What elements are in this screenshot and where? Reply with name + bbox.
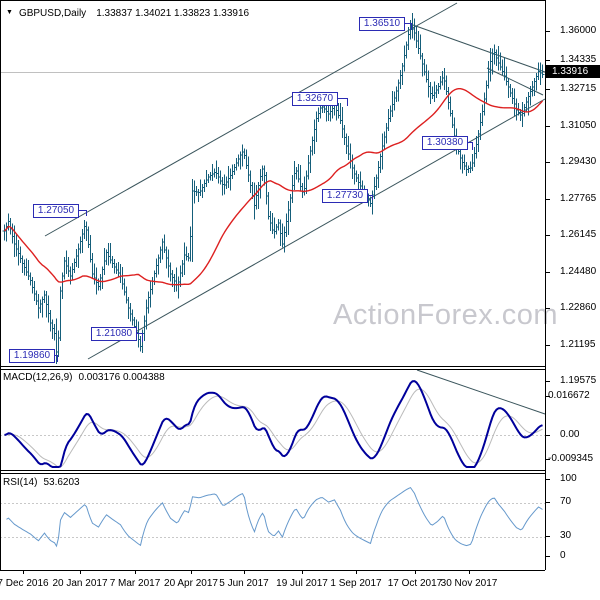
swing-label-connector	[368, 195, 373, 200]
rsi-line	[6, 486, 543, 548]
swing-price-label[interactable]: 1.27730	[322, 189, 368, 203]
trendline[interactable]	[486, 67, 544, 96]
swing-price-label[interactable]: 1.19860	[9, 349, 55, 363]
swing-price-label[interactable]: 1.27050	[33, 204, 79, 218]
candlesticks	[2, 13, 545, 364]
swing-price-label[interactable]: 1.30380	[422, 136, 468, 150]
moving-average-line	[3, 87, 544, 286]
swing-label-connector	[338, 98, 348, 106]
watermark: ActionForex.com	[333, 299, 559, 331]
swing-label-connector	[405, 23, 412, 30]
swing-label-connector	[137, 333, 143, 342]
swing-price-label[interactable]: 1.21080	[91, 327, 137, 341]
macd-trendline[interactable]	[416, 369, 546, 415]
trendline[interactable]	[412, 24, 546, 73]
swing-label-connector	[468, 142, 473, 150]
macd-signal-line	[4, 388, 543, 468]
swing-price-label[interactable]: 1.36510	[359, 17, 405, 31]
macd-main-line	[4, 380, 543, 468]
swing-label-connector	[79, 210, 87, 216]
current-price-tag: 1.33916	[546, 65, 600, 78]
trendline[interactable]	[44, 2, 458, 237]
swing-price-label[interactable]: 1.32670	[292, 92, 338, 106]
swing-label-connector	[55, 355, 58, 362]
